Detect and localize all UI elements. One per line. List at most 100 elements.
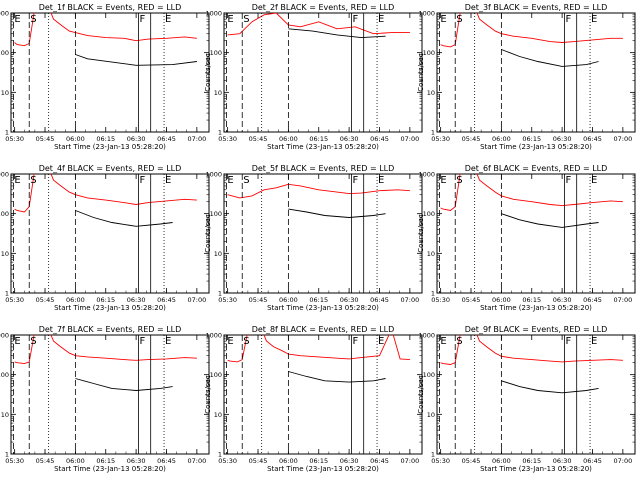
marker-label: E <box>165 336 171 347</box>
y-tick-label: 10 <box>214 250 222 258</box>
marker-label: S <box>30 14 36 25</box>
x-axis-label: Start Time (23-Jan-13 05:28:20) <box>54 304 166 312</box>
x-tick-label: 06:00 <box>66 296 85 304</box>
marker-label: E <box>14 336 20 347</box>
x-tick-label: 06:45 <box>583 296 602 304</box>
x-tick-label: 06:00 <box>492 135 511 143</box>
marker-label: F <box>353 14 359 25</box>
marker-label: F <box>566 14 572 25</box>
x-axis-label: Start Time (23-Jan-13 05:28:20) <box>54 465 166 473</box>
y-tick-label: 1 <box>5 451 9 459</box>
x-tick-label: 06:45 <box>370 135 389 143</box>
marker-label: F <box>140 336 146 347</box>
series-lld-line <box>227 183 410 199</box>
marker-label: S <box>243 336 249 347</box>
marker-label: S <box>456 175 462 186</box>
y-tick-label: 1000 <box>0 171 9 179</box>
y-tick-label: 1000 <box>205 171 222 179</box>
marker-label: E <box>227 336 233 347</box>
y-tick-label: 10 <box>1 250 9 258</box>
marker-label: F <box>566 175 572 186</box>
y-tick-label: 100 <box>423 49 435 57</box>
x-tick-label: 06:15 <box>522 135 541 143</box>
series-events-line <box>288 208 386 218</box>
y-tick-label: 1000 <box>0 10 9 18</box>
x-tick-label: 07:00 <box>400 135 419 143</box>
x-tick-label: 06:30 <box>340 135 359 143</box>
chart-title: Det_5f BLACK = Events, RED = LLD <box>252 164 395 173</box>
x-tick-label: 05:45 <box>249 457 268 465</box>
x-tick-label: 05:45 <box>249 135 268 143</box>
y-tick-label: 100 <box>210 210 222 218</box>
x-tick-label: 06:00 <box>279 296 298 304</box>
chart-title: Det_8f BLACK = Events, RED = LLD <box>252 325 395 334</box>
x-tick-label: 07:00 <box>400 296 419 304</box>
panel-det-7: Det_7f BLACK = Events, RED = LLD 1 10 100 10… <box>0 325 210 473</box>
x-tick-label: 05:45 <box>462 296 481 304</box>
x-tick-label: 06:00 <box>279 135 298 143</box>
panel-det-9: Det_9f BLACK = Events, RED = LLD 1 10 100 10… <box>417 325 636 473</box>
panel-det-6: Det_6f BLACK = Events, RED = LLD 1 10 100 10… <box>417 164 636 312</box>
x-tick-label: 07:00 <box>187 296 206 304</box>
marker-label: S <box>30 336 36 347</box>
x-tick-label: 06:45 <box>583 135 602 143</box>
marker-label: S <box>30 175 36 186</box>
series-lld-line <box>227 335 410 363</box>
x-tick-label: 06:45 <box>370 457 389 465</box>
x-tick-label: 05:30 <box>218 135 237 143</box>
chart-title: Det_2f BLACK = Events, RED = LLD <box>252 3 395 12</box>
x-tick-label: 06:30 <box>553 296 572 304</box>
y-axis-label: Counts/sec <box>417 53 425 92</box>
y-tick-label: 100 <box>0 371 9 379</box>
marker-label: S <box>243 175 249 186</box>
y-tick-label: 10 <box>427 411 435 419</box>
marker-label: E <box>227 175 233 186</box>
y-tick-label: 1 <box>5 290 9 298</box>
plot-frame <box>223 334 423 455</box>
series-lld-line <box>227 13 410 36</box>
plot-frame <box>436 334 636 455</box>
series-events-line <box>288 28 386 39</box>
x-tick-label: 06:00 <box>66 457 85 465</box>
y-tick-label: 10 <box>214 411 222 419</box>
y-tick-label: 10 <box>427 89 435 97</box>
x-tick-label: 05:45 <box>462 135 481 143</box>
x-tick-label: 05:30 <box>431 296 450 304</box>
chart-title: Det_4f BLACK = Events, RED = LLD <box>39 164 182 173</box>
x-tick-label: 06:45 <box>157 135 176 143</box>
marker-label: F <box>353 336 359 347</box>
y-tick-label: 1000 <box>205 10 222 18</box>
marker-label: E <box>14 175 20 186</box>
x-tick-label: 06:45 <box>157 296 176 304</box>
marker-label: F <box>140 14 146 25</box>
marker-label: F <box>140 175 146 186</box>
chart-title: Det_1f BLACK = Events, RED = LLD <box>39 3 182 12</box>
chart-title: Det_3f BLACK = Events, RED = LLD <box>465 3 608 12</box>
marker-label: S <box>243 14 249 25</box>
y-tick-label: 1 <box>431 451 435 459</box>
marker-label: E <box>591 175 597 186</box>
panel-det-8: Det_8f BLACK = Events, RED = LLD 1 10 100 10… <box>204 325 423 473</box>
x-tick-label: 05:30 <box>218 457 237 465</box>
x-tick-label: 06:15 <box>522 457 541 465</box>
x-tick-label: 07:00 <box>613 457 632 465</box>
series-events-line <box>75 210 173 227</box>
y-tick-label: 1000 <box>418 171 435 179</box>
panel-det-2: Det_2f BLACK = Events, RED = LLD 1 10 100 10… <box>204 3 423 151</box>
x-tick-label: 05:45 <box>249 296 268 304</box>
x-tick-label: 06:30 <box>340 296 359 304</box>
marker-label: E <box>440 336 446 347</box>
y-tick-label: 10 <box>427 250 435 258</box>
x-axis-label: Start Time (23-Jan-13 05:28:20) <box>267 304 379 312</box>
x-tick-label: 07:00 <box>613 296 632 304</box>
x-tick-label: 05:30 <box>431 135 450 143</box>
y-tick-label: 1 <box>431 290 435 298</box>
chart-title: Det_6f BLACK = Events, RED = LLD <box>465 164 608 173</box>
series-events-line <box>75 54 197 66</box>
x-axis-label: Start Time (23-Jan-13 05:28:20) <box>54 143 166 151</box>
y-axis-label: Counts/sec <box>204 375 212 414</box>
marker-label: E <box>165 175 171 186</box>
x-tick-label: 06:30 <box>127 457 146 465</box>
x-tick-label: 06:00 <box>492 296 511 304</box>
